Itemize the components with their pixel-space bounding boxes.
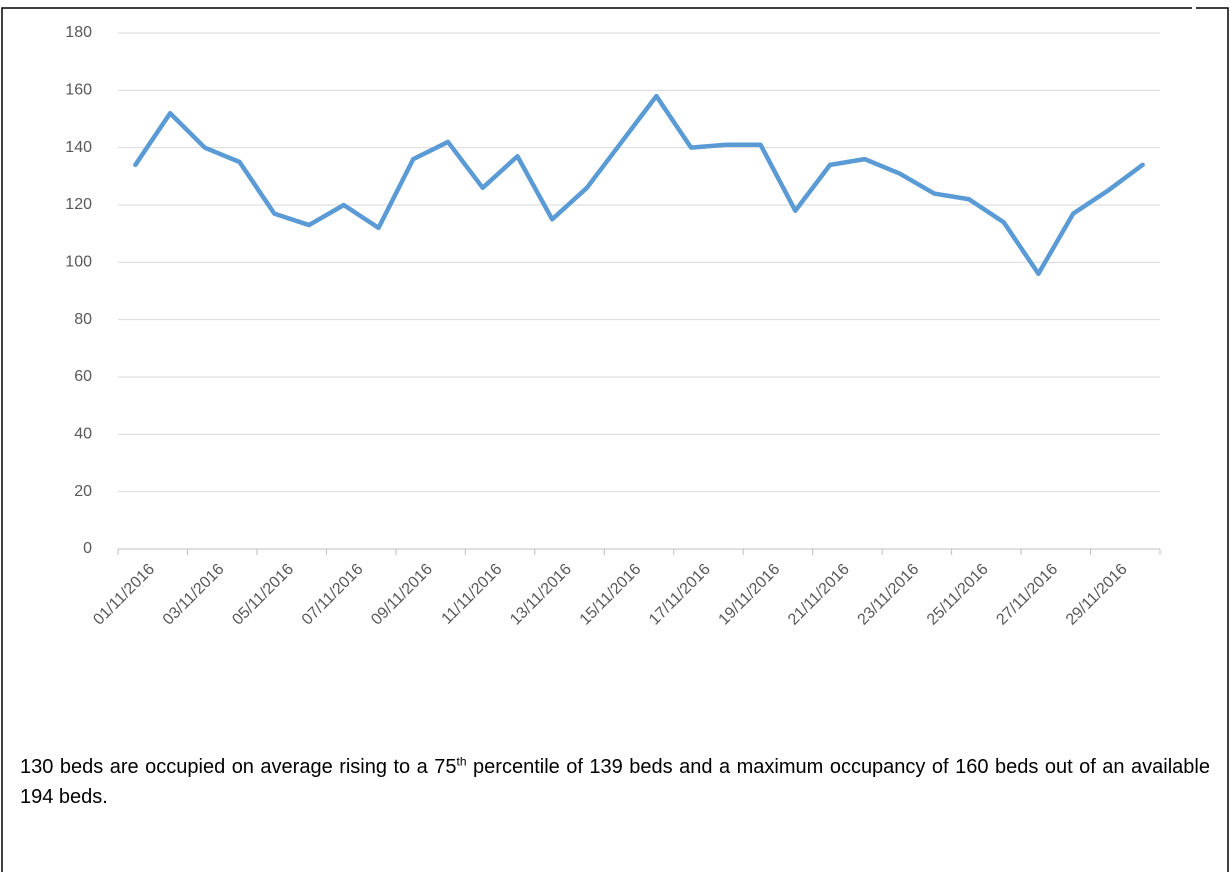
data-line — [133, 93, 1145, 277]
x-tick-label: 27/11/2016 — [993, 561, 1061, 629]
y-tick-label: 160 — [65, 82, 92, 99]
y-tick-label: 0 — [83, 540, 92, 557]
caption-sup: th — [456, 754, 467, 769]
y-tick-label: 40 — [74, 426, 92, 443]
caption-text: percentile of 139 beds and a maximum occ… — [20, 756, 1210, 808]
x-tick-label: 21/11/2016 — [785, 561, 853, 629]
caption: 130 beds are occupied on average rising … — [20, 752, 1210, 812]
y-tick-label: 120 — [65, 196, 92, 213]
y-tick-label: 180 — [65, 24, 92, 41]
x-tick-label: 01/11/2016 — [90, 561, 158, 629]
y-tick-label: 60 — [74, 368, 92, 385]
x-tick-label: 17/11/2016 — [646, 561, 714, 629]
x-tick-label: 07/11/2016 — [299, 561, 367, 629]
frame — [1, 7, 1229, 872]
x-tick-label: 15/11/2016 — [577, 561, 645, 629]
y-tick-label: 100 — [65, 254, 92, 271]
caption-text: 130 beds are occupied on average rising … — [20, 756, 457, 778]
x-tick-label: 09/11/2016 — [368, 561, 436, 629]
y-tick-label: 80 — [74, 311, 92, 328]
y-tick-label: 20 — [74, 483, 92, 500]
x-tick-label: 25/11/2016 — [924, 561, 992, 629]
x-tick-label: 03/11/2016 — [160, 561, 228, 629]
x-tick-label: 13/11/2016 — [507, 561, 575, 629]
x-tick-label: 05/11/2016 — [229, 561, 297, 629]
x-tick-label: 23/11/2016 — [855, 561, 923, 629]
x-tick-label: 19/11/2016 — [716, 561, 784, 629]
y-tick-label: 140 — [65, 139, 92, 156]
x-tick-label: 11/11/2016 — [439, 561, 506, 628]
x-tick-label: 29/11/2016 — [1063, 561, 1131, 629]
